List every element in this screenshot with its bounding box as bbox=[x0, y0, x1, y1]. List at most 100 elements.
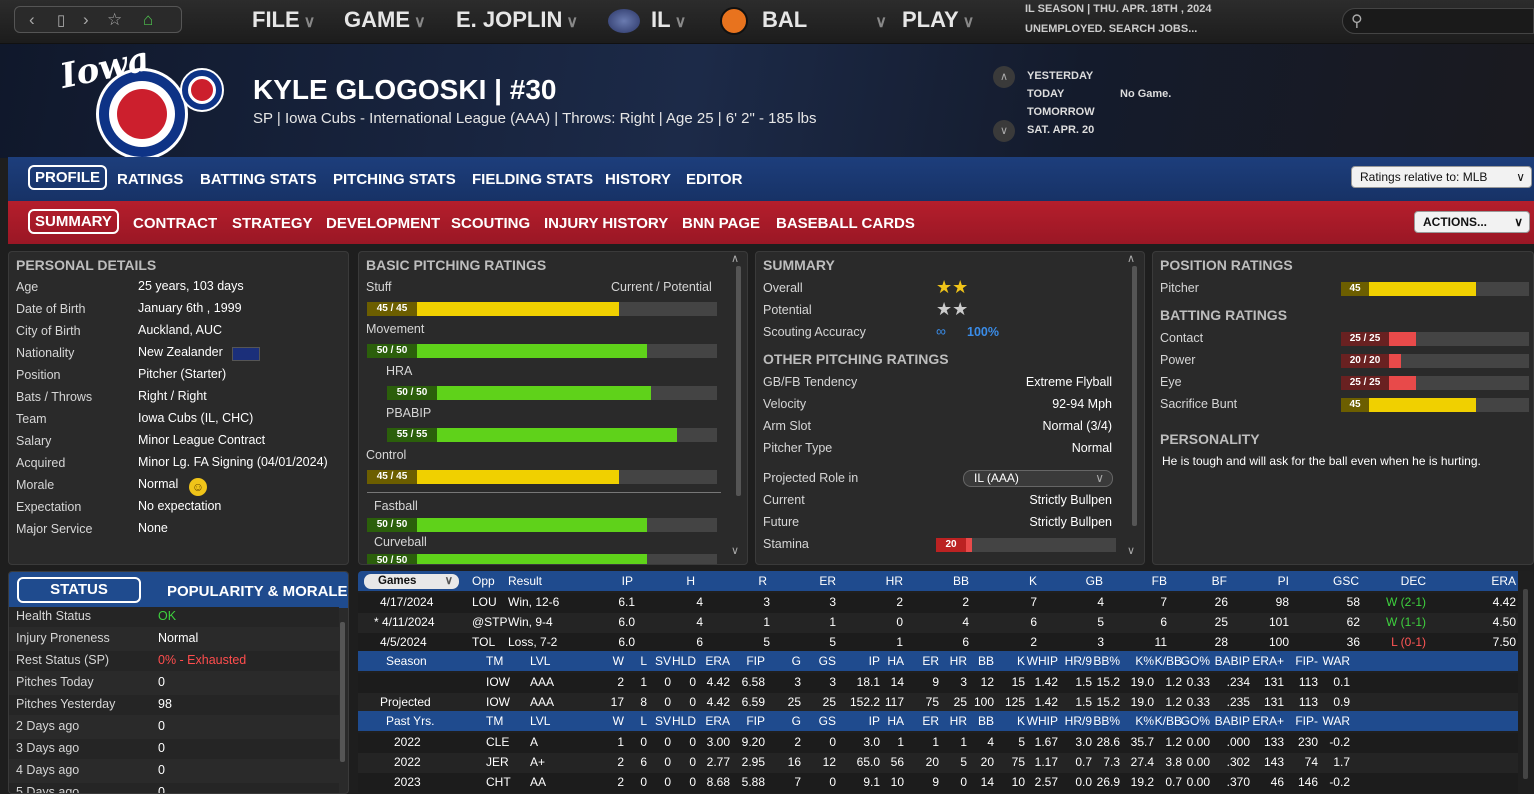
batting-rating-label: Contact bbox=[1160, 331, 1204, 345]
batting-ratings-title: BATTING RATINGS bbox=[1160, 307, 1288, 323]
secondary-tabs: SUMMARY CONTRACT STRATEGY DEVELOPMENT SC… bbox=[8, 201, 1534, 244]
day-today[interactable]: TODAY bbox=[1027, 88, 1065, 100]
tab-summary[interactable]: SUMMARY bbox=[28, 209, 119, 234]
potential-label: Potential bbox=[763, 303, 812, 317]
personal-label: Major Service bbox=[16, 522, 93, 536]
page-icon[interactable]: ▯ bbox=[57, 12, 66, 29]
scrollbar[interactable] bbox=[1523, 589, 1528, 779]
stats-cell: 7.3 bbox=[1103, 755, 1120, 769]
stats-cell: 3 bbox=[960, 675, 967, 689]
tab-pitching-stats[interactable]: PITCHING STATS bbox=[333, 171, 456, 188]
personal-value: None bbox=[138, 521, 168, 535]
tab-status[interactable]: STATUS bbox=[17, 577, 141, 603]
tab-baseball-cards[interactable]: BASEBALL CARDS bbox=[776, 215, 915, 232]
stats-cell: 8 bbox=[640, 695, 647, 709]
day-tomorrow[interactable]: TOMORROW bbox=[1027, 106, 1095, 118]
scroll-down-icon[interactable]: ∨ bbox=[1127, 545, 1136, 557]
tab-profile[interactable]: PROFILE bbox=[28, 165, 108, 190]
pitching-rating-bar: 55 / 55 bbox=[387, 428, 717, 442]
game-cell: 7 bbox=[1160, 595, 1167, 609]
stats-col-header: K/BB bbox=[1154, 654, 1182, 668]
divider bbox=[367, 492, 721, 493]
tab-bnn-page[interactable]: BNN PAGE bbox=[682, 215, 761, 232]
game-cell: 25 bbox=[1214, 615, 1228, 629]
tab-history[interactable]: HISTORY bbox=[605, 171, 671, 188]
player-subtitle: SP | Iowa Cubs - International League (A… bbox=[253, 110, 817, 127]
stats-cell: 15 bbox=[1011, 675, 1025, 689]
game-cell: 5 bbox=[763, 635, 770, 649]
search-input[interactable]: ⚲ bbox=[1342, 8, 1534, 34]
stats-cell: 1.2 bbox=[1165, 695, 1182, 709]
tab-popularity-morale[interactable]: POPULARITY & MORALE bbox=[167, 583, 348, 600]
ratings-relative-dropdown[interactable]: Ratings relative to: MLB ∨ bbox=[1351, 166, 1532, 188]
stats-cell: .234 bbox=[1226, 675, 1250, 689]
tab-development[interactable]: DEVELOPMENT bbox=[326, 215, 441, 232]
tab-injury-history[interactable]: INJURY HISTORY bbox=[544, 215, 669, 232]
status-label: 2 Days ago bbox=[16, 719, 80, 733]
tab-batting-stats[interactable]: BATTING STATS bbox=[200, 171, 317, 188]
stats-cell: 3.0 bbox=[1075, 735, 1092, 749]
stats-row bbox=[358, 773, 1518, 793]
stats-cell: 9 bbox=[932, 775, 939, 789]
stats-col-header: HLD bbox=[671, 714, 696, 728]
menu-play[interactable]: PLAY ∨ bbox=[902, 7, 975, 32]
personal-label: Acquired bbox=[16, 456, 66, 470]
home-icon[interactable]: ⌂ bbox=[143, 10, 154, 29]
scrollbar[interactable] bbox=[340, 622, 345, 762]
scrollbar[interactable] bbox=[1132, 266, 1137, 526]
status-row bbox=[9, 761, 339, 781]
stats-cell: 10 bbox=[1011, 775, 1025, 789]
scroll-up-icon[interactable]: ∧ bbox=[731, 253, 740, 265]
star-icon[interactable]: ☆ bbox=[107, 10, 123, 29]
stats-col-header: SV bbox=[654, 654, 671, 668]
game-cell: 98 bbox=[1275, 595, 1289, 609]
stats-col-header: BABIP bbox=[1214, 654, 1250, 668]
game-cell: 4.42 bbox=[1492, 595, 1516, 609]
tab-ratings[interactable]: RATINGS bbox=[117, 171, 184, 188]
games-col-header: ERA bbox=[1491, 574, 1516, 588]
scouting-accuracy-value: 100% bbox=[967, 325, 999, 339]
back-icon[interactable]: ‹ bbox=[29, 10, 35, 29]
tab-editor[interactable]: EDITOR bbox=[686, 171, 743, 188]
stats-col-header: K% bbox=[1135, 714, 1154, 728]
scroll-down-icon[interactable]: ∨ bbox=[731, 545, 740, 557]
games-header-row bbox=[358, 571, 1518, 591]
game-row[interactable] bbox=[358, 613, 1518, 633]
chevron-down-icon: ∨ bbox=[444, 575, 453, 587]
pitching-rating-value: 50 / 50 bbox=[387, 386, 437, 400]
game-row[interactable] bbox=[358, 633, 1518, 653]
menu-team[interactable]: BAL ∨ bbox=[762, 7, 887, 32]
tab-fielding-stats[interactable]: FIELDING STATS bbox=[472, 171, 594, 188]
menu-game[interactable]: GAME ∨ bbox=[344, 7, 426, 32]
smiley-icon: ☺ bbox=[189, 478, 207, 496]
forward-icon[interactable]: › bbox=[83, 10, 89, 29]
projected-role-select[interactable]: IL (AAA) ∨ bbox=[963, 470, 1113, 487]
tab-contract[interactable]: CONTRACT bbox=[133, 215, 218, 232]
personal-value: Auckland, AUC bbox=[138, 323, 223, 337]
day-yesterday[interactable]: YESTERDAY bbox=[1027, 70, 1094, 82]
stats-cell: 6 bbox=[640, 755, 647, 769]
scrollbar[interactable] bbox=[736, 266, 741, 496]
games-select[interactable]: Games ∨ bbox=[364, 574, 459, 589]
actions-dropdown[interactable]: ACTIONS... ∨ bbox=[1414, 211, 1530, 233]
day-saturday[interactable]: SAT. APR. 20 bbox=[1027, 124, 1095, 136]
menu-manager[interactable]: E. JOPLIN ∨ bbox=[456, 7, 579, 32]
schedule-up-icon[interactable]: ∧ bbox=[993, 66, 1015, 88]
job-status[interactable]: UNEMPLOYED. SEARCH JOBS... bbox=[1025, 23, 1198, 35]
scroll-up-icon[interactable]: ∧ bbox=[1127, 253, 1136, 265]
tab-strategy[interactable]: STRATEGY bbox=[232, 215, 313, 232]
menu-file[interactable]: FILE ∨ bbox=[252, 7, 316, 32]
game-row[interactable] bbox=[358, 593, 1518, 613]
schedule-down-icon[interactable]: ∨ bbox=[993, 120, 1015, 142]
tab-scouting[interactable]: SCOUTING bbox=[451, 215, 531, 232]
stats-col-header: FIP- bbox=[1295, 654, 1318, 668]
stats-cell: 14 bbox=[890, 675, 904, 689]
stats-cell: 5.88 bbox=[741, 775, 765, 789]
status-label: Rest Status (SP) bbox=[16, 653, 110, 667]
pitching-rating-value: 55 / 55 bbox=[387, 428, 437, 442]
stats-cell: 1 bbox=[960, 735, 967, 749]
stats-col-header: HA bbox=[887, 654, 904, 668]
menu-league[interactable]: IL ∨ bbox=[651, 7, 687, 32]
game-cell: TOL bbox=[472, 635, 496, 649]
stats-col-header: WHIP bbox=[1026, 714, 1058, 728]
